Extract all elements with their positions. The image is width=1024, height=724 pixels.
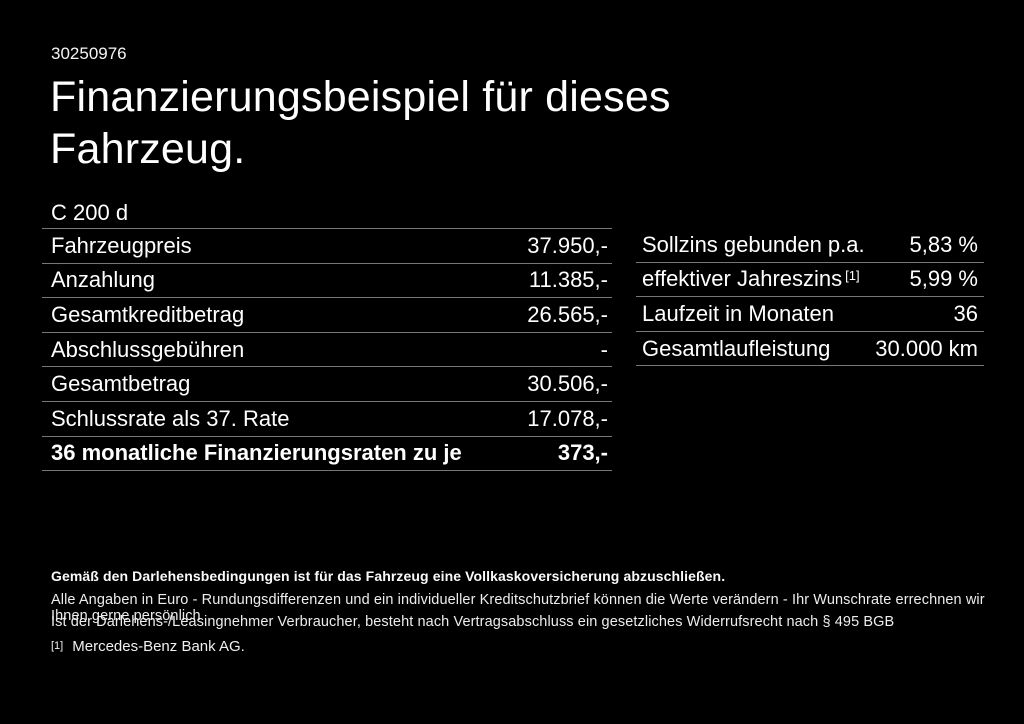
table-row-laufzeit: Laufzeit in Monaten 36 [636, 297, 984, 332]
table-row-gesamtkreditbetrag: Gesamtkreditbetrag 26.565,- [42, 298, 612, 333]
insurance-note: Gemäß den Darlehensbedingungen ist für d… [51, 568, 726, 584]
row-value: 11.385,- [528, 267, 608, 293]
footnote-reference: [1] [845, 268, 860, 284]
financing-table: Fahrzeugpreis 37.950,- Anzahlung 11.385,… [42, 228, 612, 472]
row-value: 17.078,- [527, 405, 608, 431]
row-label: Gesamtkreditbetrag [51, 301, 245, 327]
row-label: effektiver Jahreszins [1] [642, 266, 860, 292]
table-row-monatsrate: 36 monatliche Finanzierungsraten zu je 3… [42, 437, 612, 472]
row-label: Fahrzeugpreis [51, 232, 192, 258]
disclaimer-line-2: Ist der Darlehens-/Leasingnehmer Verbrau… [51, 614, 895, 630]
row-label-text: effektiver Jahreszins [642, 266, 843, 292]
row-value: 30.000 km [875, 335, 978, 361]
row-value: 5,99 % [909, 266, 979, 292]
table-row-gesamtlaufleistung: Gesamtlaufleistung 30.000 km [636, 332, 984, 367]
row-value: 26.565,- [527, 301, 608, 327]
vehicle-model: C 200 d [51, 200, 129, 225]
row-value: 373,- [557, 440, 608, 466]
table-row-gesamtbetrag: Gesamtbetrag 30.506,- [42, 367, 612, 402]
row-label: Anzahlung [51, 267, 155, 293]
table-row-fahrzeugpreis: Fahrzeugpreis 37.950,- [42, 229, 612, 264]
conditions-table: Sollzins gebunden p.a. 5,83 % effektiver… [636, 228, 984, 367]
row-label: Schlussrate als 37. Rate [51, 405, 290, 431]
row-label: Gesamtbetrag [51, 371, 191, 397]
row-value: 5,83 % [909, 231, 979, 257]
row-label: Sollzins gebunden p.a. [642, 231, 865, 257]
document-id: 30250976 [51, 44, 127, 63]
table-row-anzahlung: Anzahlung 11.385,- [42, 264, 612, 299]
row-value: - [600, 336, 608, 362]
footnote-marker: [1] [51, 640, 64, 652]
table-row-schlussrate: Schlussrate als 37. Rate 17.078,- [42, 402, 612, 437]
table-row-effektiver-jahreszins: effektiver Jahreszins [1] 5,99 % [636, 263, 984, 298]
row-value: 36 [953, 300, 978, 326]
table-row-sollzins: Sollzins gebunden p.a. 5,83 % [636, 228, 984, 263]
row-label: Abschlussgebühren [51, 336, 245, 362]
page-title: Finanzierungsbeispiel für dieses Fahrzeu… [50, 73, 671, 173]
disclaimer-line-1: Alle Angaben in Euro - Rundungsdifferenz… [51, 592, 985, 624]
table-row-abschlussgebuehren: Abschlussgebühren - [42, 333, 612, 368]
row-label: Laufzeit in Monaten [642, 300, 835, 326]
footnote: [1] Mercedes-Benz Bank AG. [51, 638, 245, 655]
row-value: 37.950,- [527, 232, 608, 258]
footnote-text: Mercedes-Benz Bank AG. [72, 638, 245, 655]
row-label: Gesamtlaufleistung [642, 335, 831, 361]
row-value: 30.506,- [527, 371, 608, 397]
row-label: 36 monatliche Finanzierungsraten zu je [51, 440, 462, 466]
